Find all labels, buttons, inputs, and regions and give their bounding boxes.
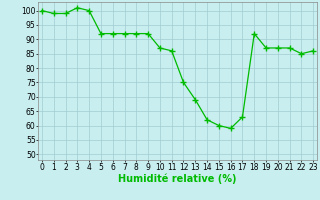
X-axis label: Humidité relative (%): Humidité relative (%) [118, 173, 237, 184]
